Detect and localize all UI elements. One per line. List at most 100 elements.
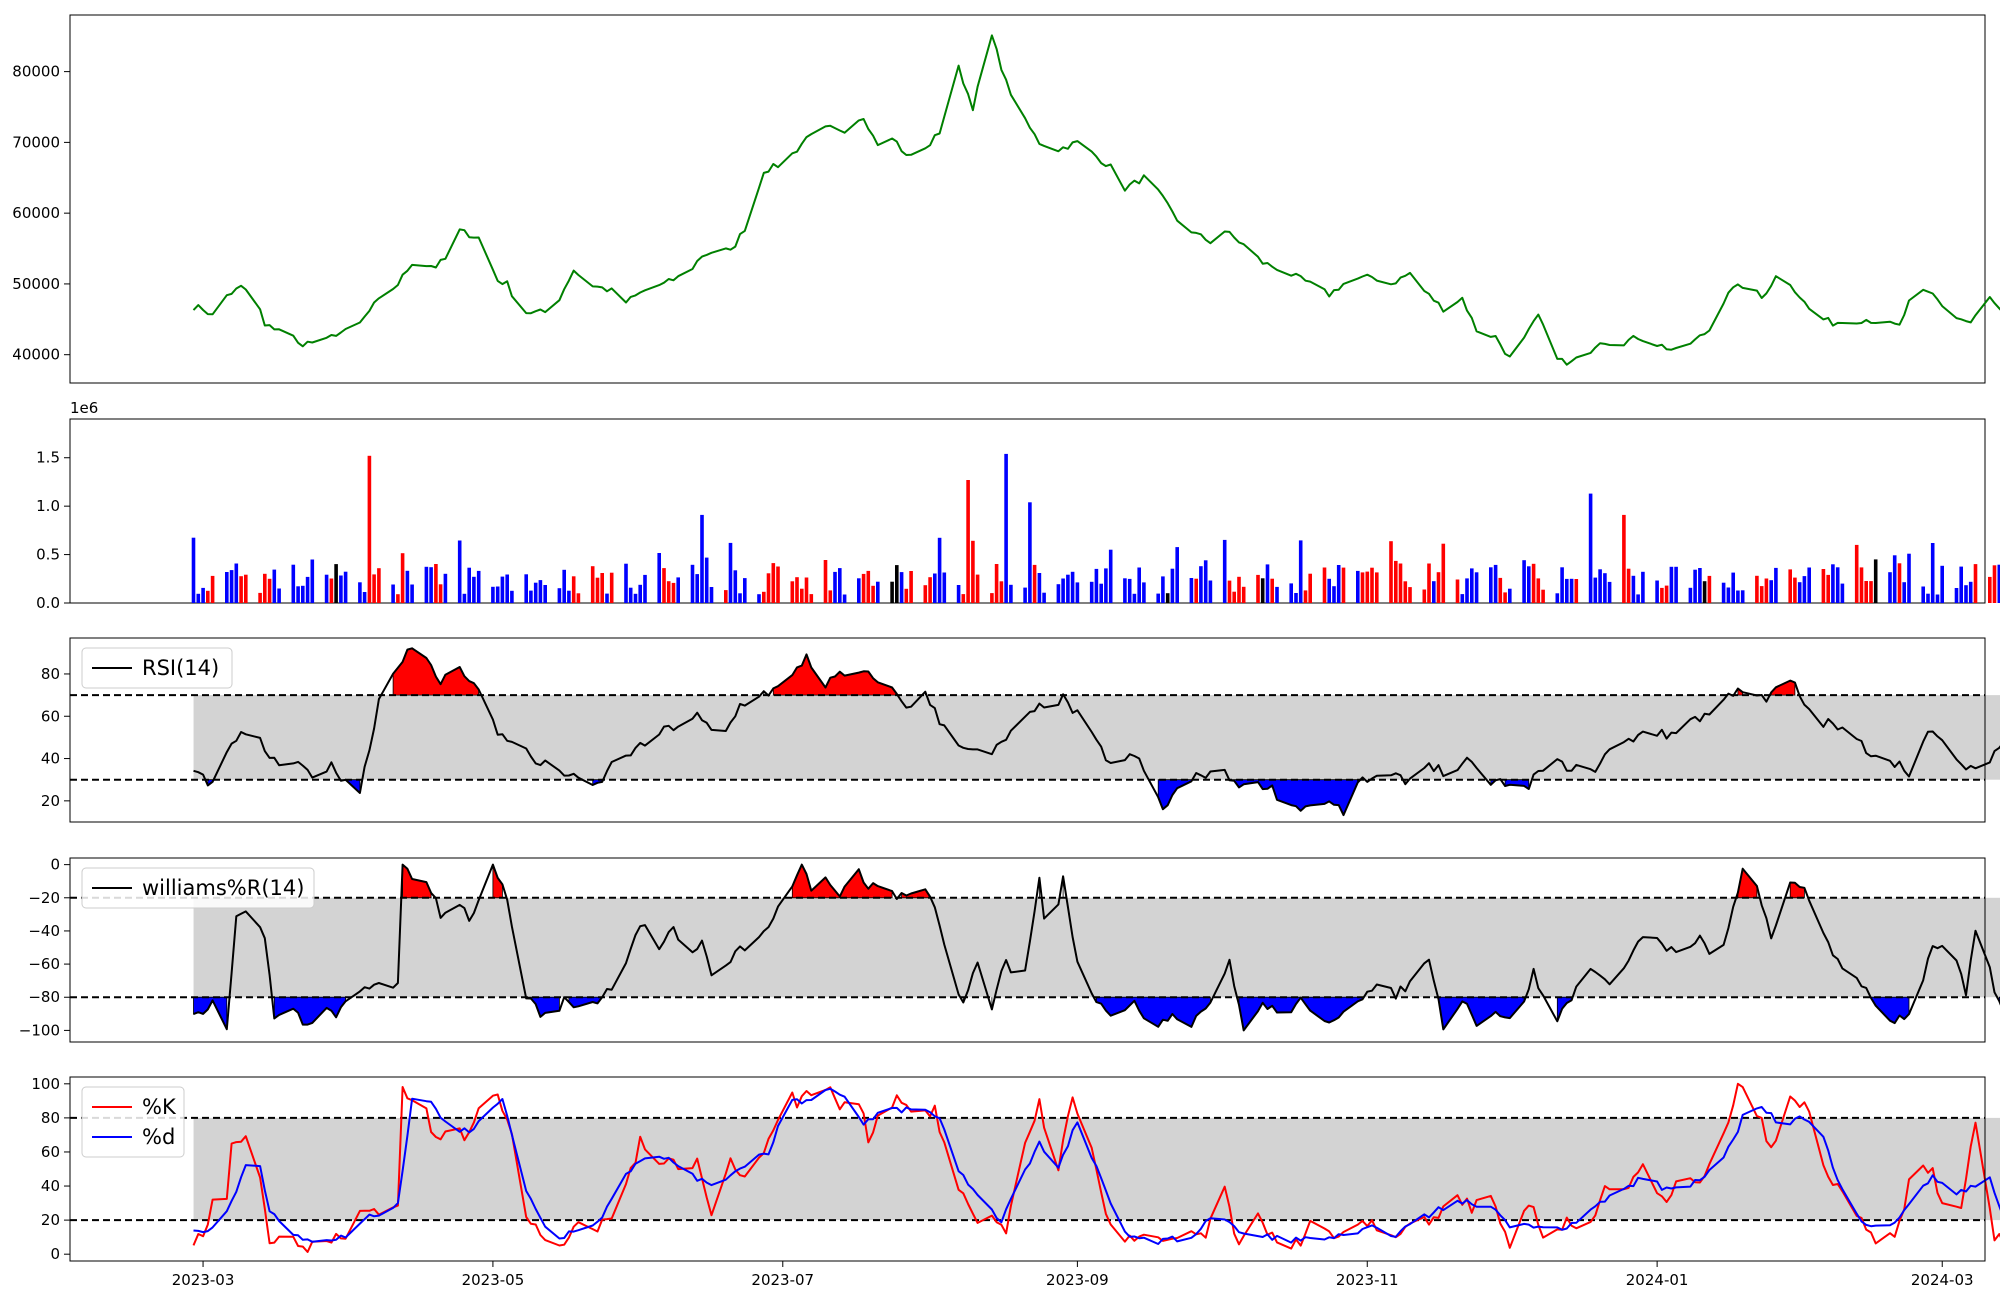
volume-bar	[624, 563, 628, 603]
volume-bar	[1641, 571, 1645, 603]
volume-bar	[1888, 572, 1892, 603]
volume-bar	[329, 578, 334, 603]
volume-bar	[771, 563, 776, 603]
volume-bar	[1774, 567, 1778, 603]
rsi-legend-box	[81, 647, 233, 689]
volume-bar	[1940, 565, 1944, 603]
stochastic-k-line	[192, 1082, 2000, 1253]
rsi-axis-ytick-label: 60	[41, 707, 60, 725]
volume-bar	[367, 455, 372, 603]
rsi-axis-ytick-label: 20	[41, 792, 60, 810]
volume-bar	[1108, 549, 1113, 603]
volume-bar	[1788, 569, 1792, 603]
volume-bar	[1432, 581, 1436, 603]
volume-bar	[1840, 583, 1845, 603]
volume-bar	[538, 580, 543, 603]
volume-bar	[1930, 543, 1935, 603]
volume-bar	[1189, 578, 1194, 603]
volume-bar	[643, 574, 647, 603]
volume-bar	[1660, 587, 1664, 603]
volume-bar	[1988, 576, 1992, 603]
volume-bar	[267, 578, 272, 603]
volume-scale-label: 1e6	[70, 399, 98, 417]
volume-bar	[1921, 586, 1925, 603]
volume-bar	[1935, 594, 1940, 603]
volume-panel-frame	[69, 418, 1986, 604]
volume-bar	[961, 594, 966, 603]
rsi-axis-ytick-label: 80	[41, 665, 60, 683]
volume-bar	[1389, 541, 1393, 603]
volume-bar	[1227, 580, 1232, 603]
volume-bar	[1702, 581, 1707, 603]
volume-bar	[1275, 586, 1279, 603]
williams-axis-ytick-label: −40	[28, 922, 60, 940]
volume-bar	[895, 565, 899, 603]
volume-bar	[728, 542, 733, 603]
volume-bar	[1707, 575, 1712, 603]
volume-bar	[1170, 568, 1175, 603]
volume-bar	[1403, 581, 1408, 603]
volume-bar	[1907, 553, 1911, 603]
volume-bar	[206, 590, 210, 603]
volume-bar	[557, 588, 562, 603]
volume-bar	[1826, 574, 1830, 603]
volume-bar	[343, 571, 348, 603]
stochastic-legend-label: %K	[142, 1095, 177, 1119]
volume-bar	[909, 571, 913, 603]
stochastic-legend-box	[81, 1086, 185, 1158]
volume-bar	[1522, 560, 1526, 603]
volume-bar	[695, 574, 699, 603]
volume-axis-ytick-label: 0.5	[36, 546, 60, 564]
volume-bar	[1541, 589, 1545, 603]
volume-bar	[1854, 544, 1859, 603]
volume-bar	[1869, 581, 1873, 603]
volume-bar	[495, 586, 500, 603]
volume-bar	[1574, 579, 1579, 603]
volume-bar	[1070, 571, 1075, 603]
stochastic-axis-ytick-label: 80	[41, 1109, 60, 1127]
volume-bar	[1859, 567, 1864, 603]
volume-bar	[524, 574, 528, 603]
volume-bar	[1503, 592, 1507, 603]
volume-bar	[1441, 543, 1446, 603]
volume-bar	[633, 593, 638, 603]
volume-bar	[1926, 593, 1930, 603]
volume-bar	[1959, 566, 1963, 603]
stochastic-axis-ytick-label: 0	[50, 1245, 60, 1263]
volume-bar	[1161, 576, 1165, 603]
volume-bar	[838, 568, 842, 603]
volume-bar	[1199, 566, 1203, 603]
volume-bar	[396, 594, 400, 603]
volume-bar	[790, 581, 795, 603]
volume-bar	[472, 576, 476, 603]
price-line	[192, 34, 2000, 366]
stochastic-axis-ytick-label: 100	[31, 1075, 60, 1093]
volume-bar	[709, 587, 714, 603]
volume-bar	[971, 540, 975, 603]
volume-bar	[605, 593, 609, 603]
williams-legend: williams%R(14)	[81, 867, 315, 909]
volume-bar	[391, 584, 395, 603]
volume-bar	[899, 572, 904, 603]
volume-axis-ytick-label: 1.0	[36, 497, 60, 515]
volume-bar	[823, 560, 828, 603]
volume-bar	[1864, 581, 1868, 603]
volume-bar	[999, 581, 1004, 603]
price-axis-ytick-label: 70000	[12, 133, 60, 151]
stochastic-legend: %K %d	[81, 1086, 185, 1158]
volume-bar	[628, 587, 633, 603]
volume-bar	[529, 590, 533, 603]
volume-bar	[638, 584, 642, 603]
volume-bar	[1004, 453, 1008, 603]
williams-axis-ytick-label: −60	[28, 955, 60, 973]
volume-bar	[933, 573, 937, 603]
volume-bar	[258, 592, 262, 603]
volume-bar	[405, 570, 410, 603]
volume-bar	[923, 585, 928, 603]
volume-bar	[1664, 585, 1669, 603]
volume-bar	[609, 572, 614, 603]
volume-bar	[1973, 564, 1978, 603]
volume-bar	[1427, 563, 1431, 603]
volume-bar	[1603, 573, 1607, 603]
